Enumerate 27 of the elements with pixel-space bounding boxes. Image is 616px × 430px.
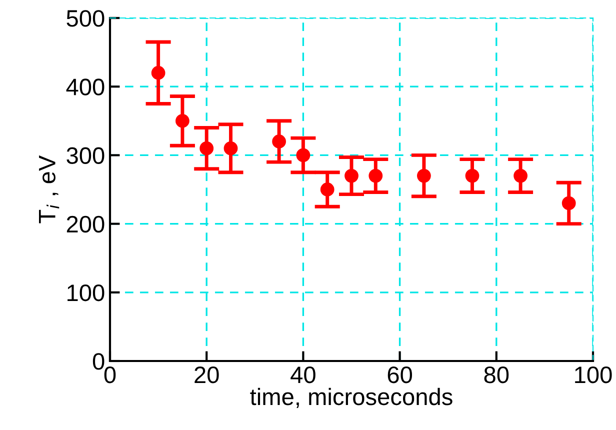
y-tick-label: 200: [66, 216, 104, 233]
y-tick-label: 300: [66, 147, 104, 164]
x-tick-label: 100: [575, 366, 612, 384]
point: [344, 168, 358, 183]
x-tick-label: 40: [290, 366, 316, 384]
x-tick-label: 0: [104, 366, 116, 384]
point: [368, 168, 383, 183]
point: [514, 168, 528, 183]
y-tick-label: 0: [92, 353, 104, 370]
point: [296, 148, 310, 162]
y-tick-label: 100: [68, 284, 104, 302]
x-axis-title: time, microseconds: [250, 388, 452, 408]
x-tick-label: 60: [388, 366, 412, 384]
point: [465, 168, 480, 183]
x-tick-label: 80: [484, 366, 509, 384]
point: [417, 168, 431, 183]
x-tick-label: 20: [194, 366, 219, 384]
point: [562, 196, 576, 210]
point: [151, 66, 166, 80]
point: [320, 182, 334, 196]
point: [200, 141, 214, 156]
y-axis-title: T$_{i}$ , eV: [39, 155, 60, 224]
point: [272, 134, 286, 148]
point: [176, 114, 190, 128]
point: [224, 141, 238, 156]
y-tick-label: 500: [66, 10, 104, 27]
y-tick-label: 400: [66, 78, 104, 96]
